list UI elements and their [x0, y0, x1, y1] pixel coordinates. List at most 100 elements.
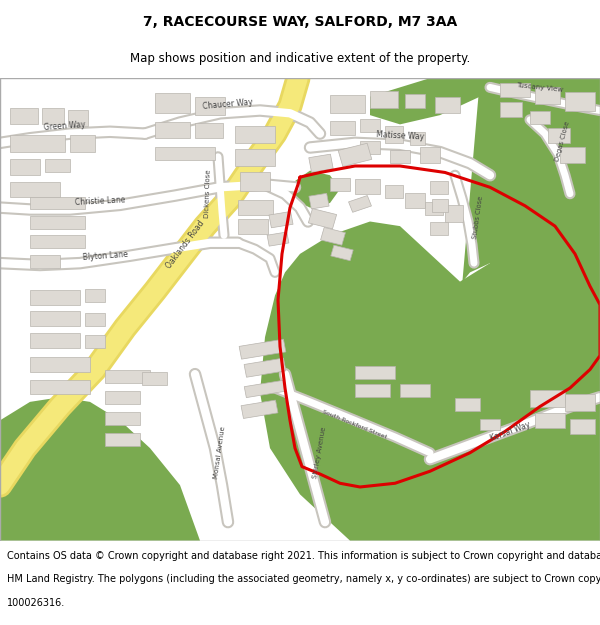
- Text: Map shows position and indicative extent of the property.: Map shows position and indicative extent…: [130, 52, 470, 65]
- Bar: [85, 289, 105, 302]
- Bar: [105, 412, 140, 425]
- Polygon shape: [309, 193, 329, 209]
- Polygon shape: [269, 211, 293, 227]
- Text: Oaklands Road: Oaklands Road: [164, 219, 206, 270]
- Polygon shape: [244, 380, 286, 398]
- Polygon shape: [308, 209, 337, 229]
- Bar: [430, 222, 448, 236]
- Bar: [565, 92, 595, 111]
- Bar: [530, 111, 550, 124]
- Bar: [105, 371, 150, 383]
- Bar: [10, 107, 38, 124]
- Bar: [238, 219, 268, 234]
- Bar: [42, 107, 64, 124]
- Bar: [30, 255, 60, 268]
- Bar: [565, 394, 595, 411]
- Bar: [535, 413, 565, 428]
- Text: HM Land Registry. The polygons (including the associated geometry, namely x, y c: HM Land Registry. The polygons (includin…: [7, 574, 600, 584]
- Text: Contains OS data © Crown copyright and database right 2021. This information is : Contains OS data © Crown copyright and d…: [7, 551, 600, 561]
- Bar: [330, 95, 365, 113]
- Bar: [10, 159, 40, 175]
- Polygon shape: [455, 78, 600, 392]
- Polygon shape: [490, 143, 600, 392]
- Bar: [30, 311, 80, 326]
- Bar: [535, 88, 560, 104]
- Bar: [68, 109, 88, 126]
- Bar: [238, 200, 273, 215]
- Text: South Rockford Street: South Rockford Street: [322, 410, 388, 440]
- Bar: [330, 178, 350, 191]
- Bar: [400, 384, 430, 398]
- Bar: [560, 147, 585, 163]
- Bar: [430, 181, 448, 194]
- Bar: [30, 379, 90, 394]
- Text: Dickens Close: Dickens Close: [204, 169, 212, 218]
- Text: Kersal Way: Kersal Way: [488, 420, 532, 443]
- Bar: [70, 136, 95, 152]
- Text: Monsal Avenue: Monsal Avenue: [214, 426, 227, 479]
- Bar: [30, 333, 80, 348]
- Polygon shape: [244, 358, 286, 377]
- Bar: [355, 366, 395, 379]
- Bar: [570, 419, 595, 434]
- Bar: [30, 236, 85, 248]
- Text: Tuscany View: Tuscany View: [517, 82, 563, 93]
- Bar: [390, 150, 410, 163]
- Polygon shape: [309, 154, 333, 173]
- Polygon shape: [320, 228, 346, 245]
- Text: Blyton Lane: Blyton Lane: [82, 249, 128, 262]
- Bar: [435, 97, 460, 113]
- Bar: [155, 147, 215, 159]
- Bar: [85, 313, 105, 326]
- Bar: [385, 126, 403, 143]
- Bar: [425, 202, 443, 215]
- Text: 100026316.: 100026316.: [7, 598, 65, 608]
- Bar: [480, 419, 500, 429]
- Bar: [155, 122, 190, 138]
- Text: Degas Close: Degas Close: [554, 120, 570, 162]
- Bar: [432, 199, 448, 212]
- Bar: [235, 126, 275, 143]
- Bar: [30, 196, 85, 209]
- Text: Christie Lane: Christie Lane: [74, 196, 125, 207]
- Bar: [330, 121, 355, 136]
- Polygon shape: [370, 78, 500, 124]
- Text: Stubbs Close: Stubbs Close: [472, 195, 484, 239]
- Bar: [420, 147, 440, 163]
- Bar: [30, 357, 90, 372]
- Bar: [500, 82, 530, 97]
- Bar: [360, 119, 380, 132]
- Bar: [355, 179, 380, 194]
- Text: 7, RACECOURSE WAY, SALFORD, M7 3AA: 7, RACECOURSE WAY, SALFORD, M7 3AA: [143, 15, 457, 29]
- Polygon shape: [241, 400, 278, 419]
- Bar: [105, 391, 140, 404]
- Bar: [85, 335, 105, 348]
- Bar: [30, 216, 85, 229]
- Bar: [142, 372, 167, 385]
- Bar: [355, 384, 390, 398]
- Bar: [240, 173, 270, 191]
- Bar: [360, 141, 380, 154]
- Bar: [455, 398, 480, 411]
- Polygon shape: [331, 245, 353, 261]
- Bar: [405, 94, 425, 108]
- Bar: [30, 290, 80, 305]
- Polygon shape: [267, 232, 289, 246]
- Text: Matisse Way: Matisse Way: [376, 130, 424, 141]
- Bar: [445, 205, 463, 221]
- Polygon shape: [349, 196, 371, 212]
- Bar: [548, 128, 570, 143]
- Polygon shape: [0, 398, 200, 541]
- Bar: [105, 433, 140, 446]
- Bar: [195, 97, 225, 115]
- Bar: [10, 136, 65, 152]
- Bar: [10, 182, 60, 196]
- Bar: [195, 124, 223, 138]
- Polygon shape: [260, 143, 600, 541]
- Bar: [530, 390, 565, 406]
- Bar: [155, 93, 190, 113]
- Bar: [235, 149, 275, 166]
- Polygon shape: [290, 171, 340, 208]
- Bar: [405, 193, 425, 208]
- Bar: [45, 159, 70, 172]
